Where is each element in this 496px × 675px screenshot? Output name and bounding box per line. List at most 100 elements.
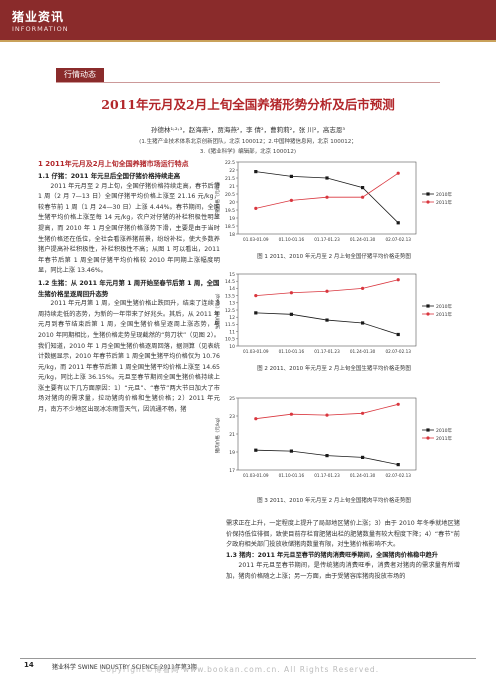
- y-tick-label: 13.5: [225, 293, 235, 299]
- legend-marker: [426, 192, 430, 196]
- data-point: [396, 402, 400, 406]
- data-point: [254, 206, 258, 210]
- legend-marker: [426, 436, 430, 440]
- data-point: [289, 174, 293, 178]
- y-tick-label: 11.5: [225, 322, 235, 328]
- section-heading-1: 1 2011年元月及2月上旬全国养猪市场运行特点: [38, 160, 189, 168]
- paragraph-continuation: 需求正在上升，一定程度上提升了局部地区猪价上涨；3）由于 2010 年冬季就地区…: [226, 520, 460, 549]
- x-tick-label: 01.10-01.16: [279, 473, 305, 478]
- x-tick-label: 01.17-01.23: [314, 349, 340, 354]
- x-tick-label: 02.07-02.13: [385, 473, 411, 478]
- y-tick-label: 21.5: [225, 176, 235, 182]
- y-tick-label: 19: [229, 216, 235, 222]
- data-point: [325, 289, 329, 293]
- affiliation-line: (1.生猪产业技术体系北京创新团队，北京 100012；2.中国种猪信息网，北京…: [139, 139, 357, 145]
- y-tick-label: 11: [229, 329, 235, 335]
- data-point: [289, 291, 293, 295]
- y-tick-label: 20: [229, 200, 235, 206]
- subsection-heading-1-2: 1.2 生猪：从 2011 年元月第 1 周开始至春节后第 1 周，全国生猪价格…: [38, 278, 220, 298]
- legend-label: 2011年: [436, 311, 452, 318]
- legend-marker: [426, 312, 430, 316]
- legend-label: 2010年: [436, 303, 452, 310]
- x-tick-label: 02.07-02.13: [385, 349, 411, 354]
- article-authors: 孙德林¹˒²˒³，赵海燕²，贾海燕²，李 倩²，曹莉莉²，张 川²，高志恩³: [150, 126, 346, 134]
- legend-label: 2011年: [436, 199, 452, 206]
- data-point: [396, 463, 400, 467]
- chart-1: 18 18.5 19 19.5 20 20.5 21 21.5 22 22.5 仔猪价格（元/kg）…: [210, 156, 458, 252]
- y-axis-label: 仔猪价格（元/kg）: [214, 179, 221, 217]
- y-tick-label: 20.5: [225, 192, 235, 198]
- legend-marker: [426, 428, 430, 432]
- data-point: [325, 454, 329, 458]
- data-point: [361, 286, 365, 290]
- copyright-watermark: Copyright©博看网 www.bookan.com.cn. All Rig…: [100, 665, 380, 674]
- y-tick-label: 21: [229, 184, 235, 190]
- affiliation-line: 3.《猪业科学》编辑部，北京 100012): [199, 149, 297, 155]
- y-tick-label: 14: [229, 286, 235, 292]
- data-point: [396, 221, 400, 225]
- data-point: [254, 170, 258, 174]
- y-tick-label: 14.5: [225, 279, 235, 285]
- y-axis-label: 生猪价格（元/kg）: [214, 291, 221, 329]
- data-point: [254, 294, 258, 298]
- y-tick-label: 23: [229, 414, 235, 420]
- x-tick-label: 01.10-01.16: [279, 237, 305, 242]
- data-point: [254, 311, 258, 315]
- x-tick-label: 01.03-01.09: [243, 237, 269, 242]
- data-point: [289, 412, 293, 416]
- y-tick-label: 15: [229, 272, 235, 278]
- y-tick-label: 18.5: [225, 224, 235, 230]
- y-tick-label: 10: [229, 344, 235, 350]
- data-point: [361, 321, 365, 325]
- article-affiliations: (1.生猪产业技术体系北京创新团队，北京 100012；2.中国种猪信息网，北京…: [20, 137, 476, 157]
- x-tick-label: 01.03-01.09: [243, 473, 269, 478]
- section-divider: [56, 82, 440, 83]
- data-point: [289, 449, 293, 453]
- chart-3: 17 19 21 23 25 猪肉价格（元/kg） 01.03-01.09 01.10-01.…: [210, 392, 458, 488]
- y-axis-label: 猪肉价格（元/kg）: [214, 415, 221, 453]
- data-point: [325, 176, 329, 180]
- paragraph-piglet: 2011 年元月至 2 月上旬，全国仔猪价格持续走高，春节后第 1 周（2 月 …: [38, 182, 220, 275]
- y-tick-label: 21: [229, 432, 235, 438]
- chart-2-caption: 图 2 2011、2010 年元月至 2 月上旬全国生猪平均价格走势图: [257, 366, 411, 372]
- footer-divider: [20, 658, 476, 659]
- paragraph-hog: 2011 年元月第 1 周，全国生猪价格止跌回升，结束了连续 8 周持续走低的态…: [38, 300, 220, 414]
- data-point: [396, 278, 400, 282]
- chart-1-caption: 图 1 2011、2010 年元月至 2 月上旬全国仔猪平均价格走势图: [257, 254, 411, 260]
- journal-footer: 猪业科学 SWINE INDUSTRY SCIENCE 2011年第3期: [52, 664, 197, 671]
- section-tag: 行情动态: [56, 68, 104, 82]
- chart-1-svg: 18 18.5 19 19.5 20 20.5 21 21.5 22 22.5 仔猪价格（元/kg）…: [214, 160, 452, 242]
- data-point: [289, 198, 293, 202]
- x-tick-label: 01.17-01.23: [314, 237, 340, 242]
- data-point: [289, 312, 293, 316]
- data-point: [325, 318, 329, 322]
- paragraph-pork: 2011 年元旦至春节期间，是传统猪肉消费旺季，消费者对猪肉的需求量有所增加，猪…: [226, 562, 460, 580]
- legend-label: 2011年: [436, 435, 452, 442]
- y-tick-label: 18: [229, 232, 235, 238]
- y-tick-label: 12.5: [225, 308, 235, 314]
- legend-marker: [426, 304, 430, 308]
- header-divider: [0, 40, 496, 42]
- x-tick-label: 01.24-01.30: [350, 349, 376, 354]
- brand-en: INFORMATION: [12, 25, 69, 33]
- data-point: [361, 186, 365, 190]
- y-tick-label: 13: [229, 301, 235, 307]
- y-tick-label: 22.5: [225, 160, 235, 166]
- x-tick-label: 01.10-01.16: [279, 349, 305, 354]
- data-point: [254, 417, 258, 421]
- legend-label: 2010年: [436, 427, 452, 434]
- subsection-heading-1-1: 1.1 仔猪：2011 年元旦后全国仔猪价格持续走高: [38, 172, 181, 180]
- subsection-heading-1-3: 1.3 猪肉：2011 年元旦至春节的猪肉消费旺季期间，全国猪肉价格稳中趋升: [226, 551, 438, 559]
- x-tick-label: 01.03-01.09: [243, 349, 269, 354]
- journal-header-banner: 猪业资讯 INFORMATION: [0, 0, 496, 40]
- data-point: [396, 171, 400, 175]
- x-tick-label: 02.07-02.13: [385, 237, 411, 242]
- data-point: [361, 455, 365, 459]
- y-tick-label: 25: [229, 396, 235, 402]
- plot-area: [237, 273, 417, 347]
- legend-marker: [426, 200, 430, 204]
- left-column: 1 2011年元月及2月上旬全国养猪市场运行特点 1.1 仔猪：2011 年元旦…: [38, 158, 220, 416]
- x-tick-label: 01.24-01.30: [350, 473, 376, 478]
- y-tick-label: 10.5: [225, 337, 235, 343]
